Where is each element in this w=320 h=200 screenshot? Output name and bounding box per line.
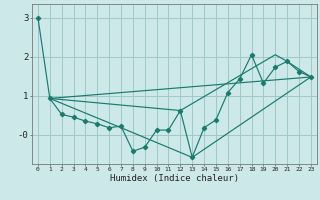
X-axis label: Humidex (Indice chaleur): Humidex (Indice chaleur)	[110, 174, 239, 183]
